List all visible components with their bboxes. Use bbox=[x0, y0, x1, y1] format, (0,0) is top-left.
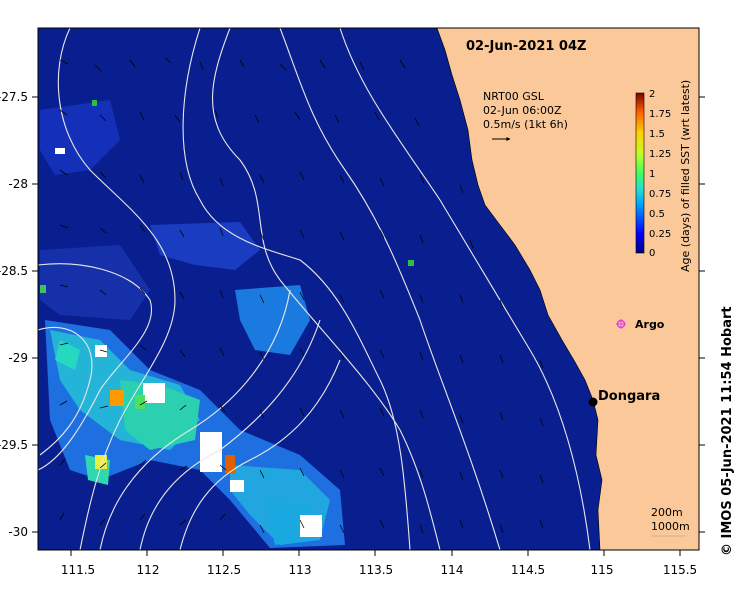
colorbar-tick: 0.75 bbox=[649, 189, 671, 200]
y-tick-label: -29 bbox=[8, 351, 28, 365]
colorbar-tick: 0 bbox=[649, 248, 655, 259]
colorbar-tick: 1.75 bbox=[649, 109, 671, 120]
x-axis-labels: 111.5 112 112.5 113 113.5 114 114.5 115 … bbox=[61, 563, 697, 577]
x-tick-label: 112 bbox=[137, 563, 160, 577]
x-tick-label: 112.5 bbox=[207, 563, 241, 577]
x-tick-label: 115.5 bbox=[663, 563, 697, 577]
x-tick-label: 113.5 bbox=[359, 563, 393, 577]
isobath-200m-label: 200m bbox=[651, 506, 683, 519]
y-tick-label: -28.5 bbox=[0, 264, 28, 278]
y-tick-label: -28 bbox=[8, 177, 28, 191]
current-legend-line1: NRT00 GSL bbox=[483, 90, 545, 103]
argo-label: Argo bbox=[635, 318, 665, 331]
colorbar-gradient bbox=[635, 92, 645, 254]
tick-marks bbox=[32, 96, 705, 556]
current-legend: NRT00 GSL 02-Jun 06:00Z 0.5m/s (1kt 6h) bbox=[483, 90, 568, 131]
y-tick-label: -27.5 bbox=[0, 90, 28, 104]
map-title: 02-Jun-2021 04Z bbox=[466, 39, 586, 54]
colorbar-tick: 1.25 bbox=[649, 149, 671, 160]
colorbar-tick: 1 bbox=[649, 169, 655, 180]
colorbar-label: Age (days) of filled SST (wrt latest) bbox=[679, 80, 692, 272]
x-tick-label: 114 bbox=[441, 563, 464, 577]
bathymetry-contours bbox=[38, 28, 591, 550]
land-western-australia bbox=[436, 28, 699, 550]
y-axis-labels: -27.5 -28 -28.5 -29 -29.5 -30 bbox=[0, 90, 28, 539]
isobath-1000m-label: 1000m bbox=[651, 520, 690, 533]
colorbar-tick: 0.5 bbox=[649, 209, 665, 220]
colorbar-tick: 1.5 bbox=[649, 129, 665, 140]
dongara-marker bbox=[588, 397, 598, 407]
plot-frame bbox=[37, 27, 700, 551]
argo-marker bbox=[616, 319, 626, 329]
colorbar: 2 1.75 1.5 1.25 1 0.75 0.5 0.25 0 Age (d… bbox=[635, 80, 692, 272]
x-tick-label: 115 bbox=[591, 563, 614, 577]
y-tick-label: -29.5 bbox=[0, 438, 28, 452]
y-tick-label: -30 bbox=[8, 525, 28, 539]
map-plot-area bbox=[38, 28, 699, 550]
x-tick-label: 111.5 bbox=[61, 563, 95, 577]
current-legend-line2: 02-Jun 06:00Z bbox=[483, 104, 562, 117]
current-vectors bbox=[59, 57, 544, 534]
dongara-label: Dongara bbox=[598, 389, 660, 404]
credit-text: © IMOS 05-Jun-2021 11:54 Hobart bbox=[720, 306, 735, 556]
x-tick-label: 113 bbox=[289, 563, 312, 577]
colorbar-tick: 2 bbox=[649, 89, 655, 100]
colorbar-tick: 0.25 bbox=[649, 229, 671, 240]
current-legend-line3: 0.5m/s (1kt 6h) bbox=[483, 118, 568, 131]
isobath-legend: 200m 1000m bbox=[651, 506, 690, 537]
x-tick-label: 114.5 bbox=[511, 563, 545, 577]
